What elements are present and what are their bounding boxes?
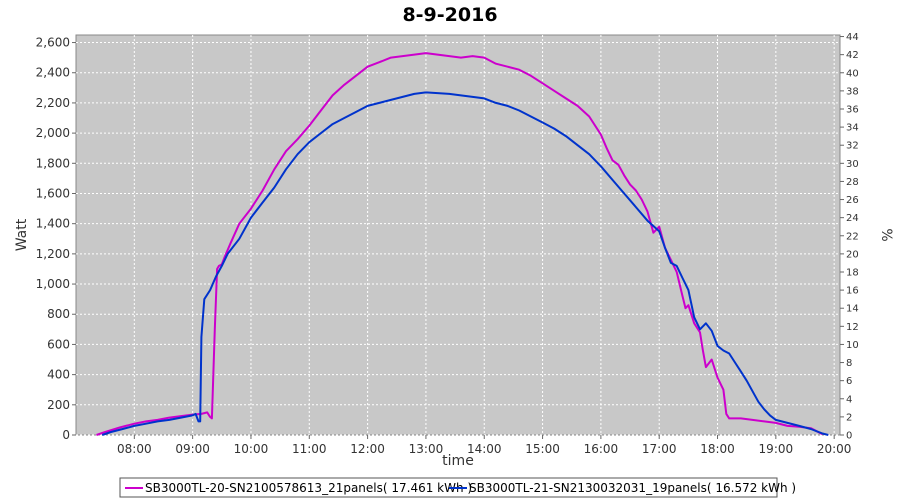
- y2-tick-label: 32: [846, 141, 859, 152]
- y2-tick-label: 22: [846, 231, 859, 242]
- y2-tick-label: 12: [846, 322, 859, 333]
- x-tick-label: 14:00: [467, 442, 502, 456]
- legend-label-1: SB3000TL-20-SN2100578613_21panels( 17.46…: [145, 481, 472, 495]
- y-tick-label: 1,600: [36, 186, 70, 200]
- x-tick-label: 19:00: [759, 442, 794, 456]
- y-tick-label: 0: [62, 428, 70, 442]
- y-tick-label: 1,800: [36, 156, 70, 170]
- y2-tick-label: 42: [846, 50, 859, 61]
- y2-tick-label: 38: [846, 86, 859, 97]
- y-tick-label: 800: [47, 307, 70, 321]
- y2-tick-label: 2: [846, 412, 852, 423]
- y2-tick-label: 10: [846, 340, 859, 351]
- y-tick-label: 2,000: [36, 126, 70, 140]
- x-tick-label: 08:00: [117, 442, 152, 456]
- y-axis-label: Watt: [14, 218, 30, 251]
- x-axis-label: time: [442, 453, 474, 469]
- x-tick-label: 17:00: [642, 442, 677, 456]
- y2-tick-label: 36: [846, 104, 859, 115]
- y-tick-label: 2,600: [36, 36, 70, 50]
- y-tick-label: 400: [47, 368, 70, 382]
- y2-tick-label: 16: [846, 286, 859, 297]
- chart-title: 8-9-2016: [402, 4, 497, 26]
- x-tick-label: 20:00: [817, 442, 852, 456]
- x-tick-label: 15:00: [525, 442, 560, 456]
- axes: 02004006008001,0001,2001,4001,6001,8002,…: [36, 32, 859, 456]
- y-tick-label: 1,000: [36, 277, 70, 291]
- y-tick-label: 600: [47, 337, 70, 351]
- x-tick-label: 11:00: [292, 442, 327, 456]
- y-tick-label: 1,200: [36, 247, 70, 261]
- y2-tick-label: 14: [846, 304, 859, 315]
- legend-box: [119, 477, 778, 498]
- x-tick-label: 18:00: [700, 442, 735, 456]
- x-tick-label: 10:00: [234, 442, 269, 456]
- x-tick-label: 16:00: [584, 442, 619, 456]
- y2-tick-label: 0: [846, 431, 852, 442]
- y2-tick-label: 30: [846, 159, 859, 170]
- y2-tick-label: 26: [846, 195, 859, 206]
- y-tick-label: 1,400: [36, 217, 70, 231]
- y-tick-label: 2,200: [36, 96, 70, 110]
- y2-tick-label: 44: [846, 32, 859, 43]
- y2-tick-label: 34: [846, 123, 859, 134]
- series-line-2: [101, 91, 829, 436]
- plot-area: [75, 34, 841, 436]
- y2-tick-label: 6: [846, 376, 852, 387]
- y2-tick-label: 24: [846, 213, 859, 224]
- series-line-1: [96, 52, 823, 436]
- legend-label-2: SB3000TL-21-SN2130032031_19panels( 16.57…: [469, 481, 796, 495]
- y2-tick-label: 4: [846, 394, 852, 405]
- legend: SB3000TL-20-SN2100578613_21panels( 17.46…: [119, 477, 796, 498]
- y2-tick-label: 20: [846, 249, 859, 260]
- y2-tick-label: 40: [846, 68, 859, 79]
- series-group: [96, 52, 829, 436]
- y2-tick-label: 8: [846, 358, 852, 369]
- y2-tick-label: 18: [846, 267, 859, 278]
- y-tick-label: 200: [47, 398, 70, 412]
- x-tick-label: 13:00: [409, 442, 444, 456]
- y2-axis-label: %: [878, 228, 894, 241]
- y2-tick-label: 28: [846, 177, 859, 188]
- x-tick-label: 09:00: [175, 442, 210, 456]
- grid-lines: [76, 35, 840, 436]
- y-tick-label: 2,400: [36, 66, 70, 80]
- x-tick-label: 12:00: [350, 442, 385, 456]
